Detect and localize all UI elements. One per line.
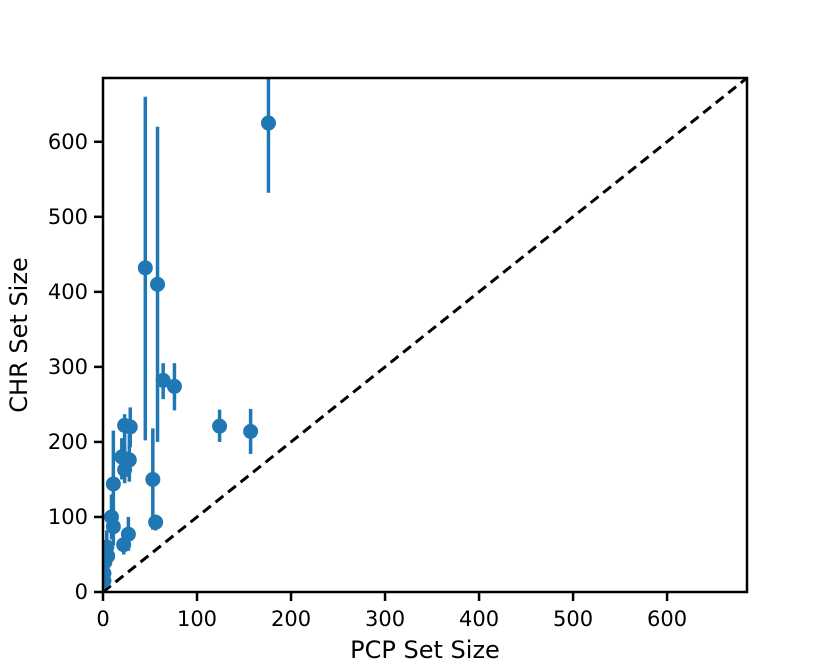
data-point-15 — [105, 519, 121, 535]
data-point-6 — [243, 423, 259, 439]
x-tick-label: 300 — [365, 607, 405, 631]
x-tick-label: 400 — [459, 607, 499, 631]
data-point-0 — [260, 115, 276, 131]
data-point-18 — [116, 537, 132, 553]
x-tick-label: 100 — [177, 607, 217, 631]
data-series — [103, 78, 276, 589]
data-point-11 — [117, 462, 133, 478]
y-tick-label: 0 — [75, 580, 88, 604]
y-axis: 0 100 200 300 400 500 600 — [48, 130, 103, 604]
data-point-21 — [103, 554, 113, 570]
x-tick-label: 0 — [96, 607, 109, 631]
x-tick-label: 200 — [271, 607, 311, 631]
y-tick-label: 500 — [48, 205, 88, 229]
identity-reference-line — [103, 78, 747, 592]
data-point-2 — [150, 276, 166, 292]
data-point-23 — [103, 573, 112, 589]
y-tick-label: 100 — [48, 505, 88, 529]
data-point-8 — [122, 419, 138, 435]
data-point-16 — [148, 514, 164, 530]
data-point-4 — [166, 378, 182, 394]
x-tick-label: 500 — [553, 607, 593, 631]
x-axis-title: PCP Set Size — [350, 636, 500, 664]
y-tick-label: 600 — [48, 130, 88, 154]
y-tick-label: 200 — [48, 430, 88, 454]
data-point-13 — [145, 471, 161, 487]
x-axis: 0 100 200 300 400 500 600 — [96, 592, 687, 631]
y-tick-label: 300 — [48, 355, 88, 379]
y-axis-title: CHR Set Size — [5, 257, 33, 412]
y-tick-label: 400 — [48, 280, 88, 304]
x-tick-label: 600 — [647, 607, 687, 631]
data-point-5 — [212, 418, 228, 434]
data-point-3 — [155, 372, 171, 388]
data-point-1 — [137, 260, 153, 276]
plot-frame — [101, 76, 749, 594]
data-point-12 — [105, 476, 121, 492]
